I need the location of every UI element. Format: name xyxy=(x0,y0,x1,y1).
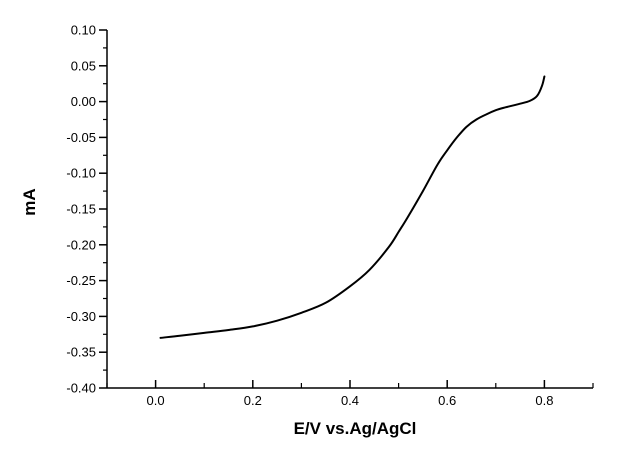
y-tick-label: -0.35 xyxy=(66,345,96,360)
data-curve xyxy=(159,75,546,339)
y-tick-label: -0.30 xyxy=(66,309,96,324)
y-tick-label: -0.15 xyxy=(66,202,96,217)
x-tick-label: 0.8 xyxy=(535,393,553,408)
y-tick-label: -0.05 xyxy=(66,130,96,145)
y-tick-label: 0.00 xyxy=(71,94,96,109)
y-tick-label: -0.40 xyxy=(66,381,96,396)
x-tick-label: 0.4 xyxy=(341,393,359,408)
y-tick-label: -0.20 xyxy=(66,237,96,252)
y-tick-label: -0.10 xyxy=(66,166,96,181)
y-tick-label: 0.10 xyxy=(71,23,96,38)
x-tick-label: 0.6 xyxy=(438,393,456,408)
y-tick-label: 0.05 xyxy=(71,58,96,73)
x-tick-label: 0.0 xyxy=(147,393,165,408)
x-axis-title: E/V vs.Ag/AgCl xyxy=(293,419,417,438)
y-axis-title: mA xyxy=(20,188,39,216)
y-tick-label: -0.25 xyxy=(66,273,96,288)
x-tick-label: 0.2 xyxy=(244,393,262,408)
